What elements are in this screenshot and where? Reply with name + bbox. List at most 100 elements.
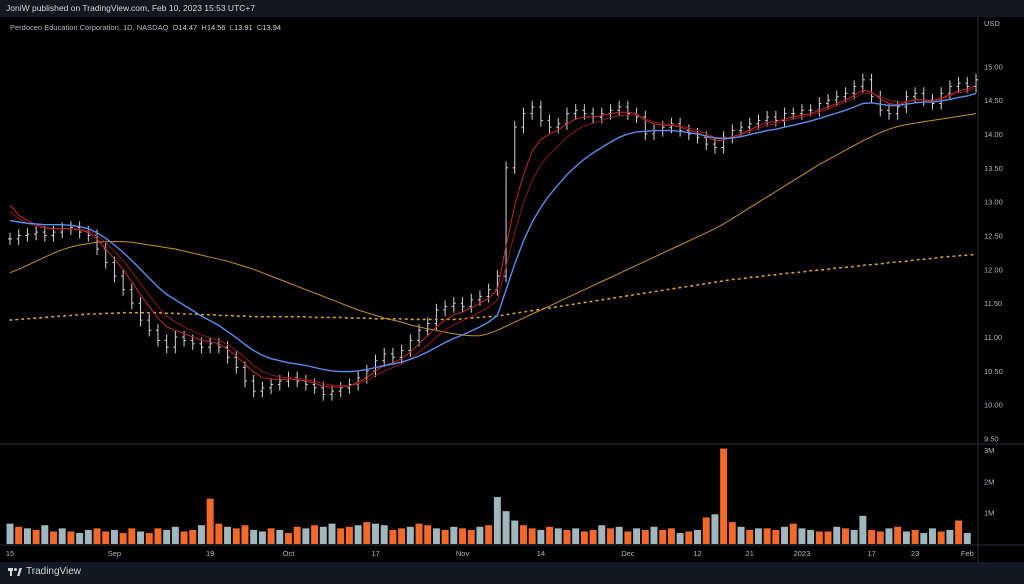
volume-bar xyxy=(641,529,649,544)
volume-bar xyxy=(833,526,841,544)
volume-bar xyxy=(58,528,66,544)
volume-bar xyxy=(728,522,736,544)
price-tick-label: 10.50 xyxy=(984,367,1003,376)
time-tick-label: Nov xyxy=(456,549,470,558)
legend-low-value: 13.91 xyxy=(233,23,253,32)
volume-bar xyxy=(206,498,214,544)
volume-bar xyxy=(345,526,353,544)
volume-bar xyxy=(337,528,345,544)
volume-bar xyxy=(920,533,928,544)
volume-bar xyxy=(328,523,336,544)
volume-bar xyxy=(676,533,684,544)
volume-bar xyxy=(876,531,884,544)
volume-bar xyxy=(624,531,632,544)
volume-bar xyxy=(615,526,623,544)
volume-bar xyxy=(32,529,40,544)
time-tick-label: 17 xyxy=(371,549,379,558)
ema-fast-line xyxy=(9,84,977,388)
volume-bar xyxy=(902,531,910,544)
volume-bar xyxy=(859,515,867,544)
volume-bar xyxy=(232,528,240,544)
ema-mid-line xyxy=(9,87,977,387)
volume-bar xyxy=(276,529,284,544)
price-tick-label: 12.00 xyxy=(984,265,1003,274)
volume-bar xyxy=(145,533,153,544)
volume-bar xyxy=(955,520,963,544)
volume-bar xyxy=(163,529,171,544)
time-tick-label: Sep xyxy=(108,549,121,558)
volume-bar xyxy=(572,528,580,544)
volume-bar xyxy=(171,526,179,544)
volume-bar xyxy=(850,529,858,544)
volume-bar xyxy=(415,523,423,544)
publisher-bar: JoniW published on TradingView.com, Feb … xyxy=(0,0,1024,17)
volume-bar xyxy=(546,526,554,544)
volume-bar xyxy=(963,533,971,544)
publisher-text: JoniW published on TradingView.com, Feb … xyxy=(6,3,256,13)
volume-bar xyxy=(868,529,876,544)
volume-bar xyxy=(459,528,467,544)
volume-bar xyxy=(406,526,414,544)
volume-bar xyxy=(302,528,310,544)
time-tick-label: 17 xyxy=(867,549,875,558)
volume-bar xyxy=(258,531,266,544)
volume-bar xyxy=(511,520,519,544)
time-tick-label: 15 xyxy=(6,549,14,558)
price-tick-label: 13.00 xyxy=(984,198,1003,207)
volume-bar xyxy=(76,533,84,544)
volume-bar xyxy=(607,528,614,544)
volume-bar xyxy=(746,529,754,544)
volume-bar xyxy=(67,531,75,544)
volume-bar xyxy=(50,531,57,544)
volume-bar xyxy=(694,529,701,544)
price-tick-label: 11.50 xyxy=(984,299,1002,308)
legend-close-value: 13.94 xyxy=(262,23,282,32)
volume-bar xyxy=(528,528,536,544)
legend-close-label: C xyxy=(256,23,263,32)
volume-bar xyxy=(424,525,432,544)
volume-bar xyxy=(372,523,379,544)
legend-high-value: 14.56 xyxy=(206,23,226,32)
volume-bar xyxy=(432,528,440,544)
volume-bar xyxy=(772,529,780,544)
volume-bar xyxy=(537,529,545,544)
volume-bar xyxy=(215,523,223,544)
volume-bar xyxy=(441,529,449,544)
legend-open-label: O xyxy=(172,23,179,32)
volume-bar xyxy=(267,528,275,544)
legend-open-value: 14.47 xyxy=(178,23,198,32)
time-tick-label: 19 xyxy=(206,549,214,558)
volume-bar xyxy=(554,528,562,544)
tradingview-logo-icon xyxy=(8,567,22,576)
volume-bar xyxy=(354,525,362,544)
price-tick-label: 9.50 xyxy=(984,435,999,444)
ema-21-line xyxy=(9,92,977,373)
volume-bar xyxy=(824,531,832,544)
volume-bar xyxy=(450,526,458,544)
footer-bar: TradingView xyxy=(0,562,1024,584)
volume-bar xyxy=(781,526,789,544)
tradingview-logo[interactable]: TradingView xyxy=(8,566,81,577)
volume-bar xyxy=(685,531,693,544)
volume-bar xyxy=(763,528,771,544)
volume-bar xyxy=(493,497,501,544)
volume-bar xyxy=(737,526,745,544)
volume-bar xyxy=(476,526,484,544)
volume-bar xyxy=(702,517,710,544)
price-tick-label: 11.00 xyxy=(984,333,1002,342)
volume-bar xyxy=(946,529,954,544)
time-tick-label: 23 xyxy=(911,549,919,558)
price-tick-label: 13.50 xyxy=(984,164,1003,173)
time-tick-label: Dec xyxy=(621,549,635,558)
time-tick-label: 2023 xyxy=(794,549,811,558)
volume-bar xyxy=(580,531,588,544)
price-tick-label: 15.00 xyxy=(984,62,1003,71)
volume-tick-label: 1M xyxy=(984,509,994,518)
volume-bar xyxy=(319,526,327,544)
chart-area[interactable]: USD 15.00 14.50 14.00 13.50 13.00 12.50 12.00 11… xyxy=(0,17,1024,562)
volume-bar xyxy=(667,528,675,544)
volume-bar xyxy=(711,514,719,544)
price-chart[interactable]: USD 15.00 14.50 14.00 13.50 13.00 12.50 12.00 11… xyxy=(0,17,1024,562)
price-tick-label: 14.50 xyxy=(984,96,1003,105)
volume-bar xyxy=(110,529,118,544)
